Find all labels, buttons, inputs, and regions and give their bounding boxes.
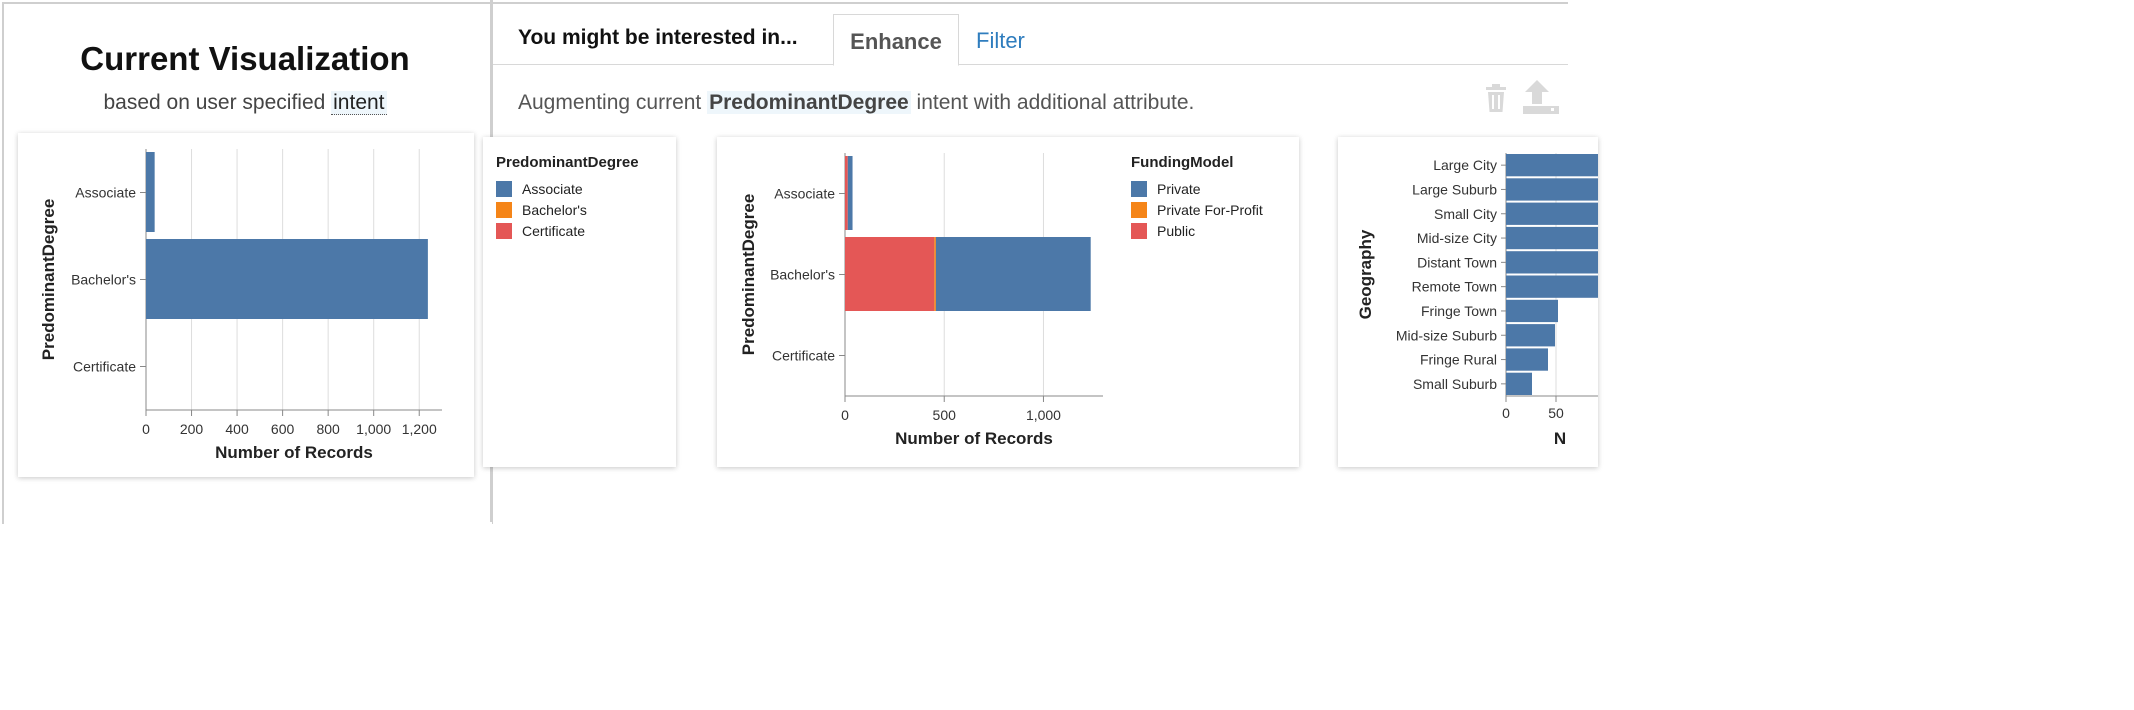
current-visualization-title: Current Visualization bbox=[80, 40, 410, 77]
bar bbox=[1506, 348, 1548, 371]
legend-swatch bbox=[496, 223, 512, 239]
x-axis-title: N bbox=[1554, 429, 1566, 448]
y-axis-title: Geography bbox=[1356, 229, 1375, 319]
tab-enhance[interactable]: Enhance bbox=[833, 14, 959, 66]
legend-label: Associate bbox=[522, 181, 583, 197]
y-tick-label: Bachelor's bbox=[770, 267, 835, 283]
y-tick-label: Associate bbox=[774, 186, 835, 202]
bar bbox=[1506, 324, 1555, 347]
bar bbox=[1506, 372, 1532, 395]
recommendation-card-2[interactable]: 0 500 1,000 Associate Bachelor's Certificate N… bbox=[717, 137, 1299, 467]
stacked-chart: 0 500 1,000 Associate Bachelor's Certificate N… bbox=[739, 153, 1263, 448]
legend-swatch bbox=[496, 181, 512, 197]
upload-icon[interactable] bbox=[1523, 80, 1559, 114]
bar bbox=[1506, 251, 1656, 274]
recommendation-card-3[interactable]: 0 50 Large City Large Suburb Small City Mid-s… bbox=[1338, 137, 1656, 467]
legend-swatch bbox=[496, 202, 512, 218]
bar-segment bbox=[845, 156, 848, 230]
x-tick-label: 0 bbox=[841, 407, 849, 423]
description-attribute: PredominantDegree bbox=[707, 91, 911, 114]
legend-title: FundingModel bbox=[1131, 154, 1233, 171]
trash-icon[interactable] bbox=[1483, 82, 1509, 114]
x-axis-title: Number of Records bbox=[215, 443, 373, 462]
bar bbox=[146, 152, 155, 232]
x-tick-label: 1,000 bbox=[356, 421, 391, 437]
y-tick-label: Bachelor's bbox=[71, 272, 136, 288]
bar bbox=[1506, 275, 1656, 298]
y-tick-label: Small City bbox=[1434, 206, 1497, 222]
tab-filter[interactable]: Filter bbox=[976, 28, 1025, 53]
description-suffix: intent with additional attribute. bbox=[916, 91, 1195, 114]
x-tick-label: 200 bbox=[180, 421, 204, 437]
bar bbox=[1506, 226, 1656, 250]
bar bbox=[1506, 178, 1656, 201]
legend-label: Public bbox=[1157, 223, 1195, 239]
current-chart: 0 200 400 600 800 1,000 1,200 Associate Bachelor… bbox=[39, 149, 442, 462]
legend-swatch bbox=[1131, 202, 1147, 218]
legend-title: PredominantDegree bbox=[496, 154, 639, 171]
x-axis-title: Number of Records bbox=[895, 429, 1053, 448]
y-tick-label: Certificate bbox=[772, 348, 835, 364]
x-tick-label: 50 bbox=[1548, 405, 1564, 421]
bar bbox=[1506, 202, 1656, 225]
bar-segment bbox=[847, 156, 853, 230]
current-visualization-subtitle: based on user specified intent bbox=[0, 91, 490, 115]
geography-chart: 0 50 Large City Large Suburb Small City Mid-s… bbox=[1356, 153, 1656, 448]
bar bbox=[146, 239, 428, 319]
y-tick-label: Fringe Town bbox=[1421, 303, 1497, 319]
bar-segment bbox=[845, 237, 935, 311]
legend-label: Certificate bbox=[522, 223, 585, 239]
x-tick-label: 800 bbox=[316, 421, 340, 437]
legend-swatch bbox=[1131, 181, 1147, 197]
y-tick-label: Certificate bbox=[73, 359, 136, 375]
bar bbox=[1506, 154, 1656, 177]
recommendations-panel: You might be interested in... Enhance Fi… bbox=[483, 2, 1656, 524]
y-tick-label: Small Suburb bbox=[1413, 376, 1497, 392]
legend-label: Private For-Profit bbox=[1157, 202, 1263, 218]
legend-card-chart: PredominantDegree Associate Bachelor's Cert… bbox=[496, 154, 639, 239]
subtitle-prefix: based on user specified bbox=[103, 91, 326, 114]
y-tick-label: Mid-size Suburb bbox=[1396, 327, 1497, 343]
y-tick-label: Distant Town bbox=[1417, 254, 1497, 270]
y-tick-label: Fringe Rural bbox=[1420, 352, 1497, 368]
legend-swatch bbox=[1131, 223, 1147, 239]
x-tick-label: 0 bbox=[142, 421, 150, 437]
y-axis-title: PredominantDegree bbox=[739, 194, 758, 356]
recommendation-card-1[interactable]: PredominantDegree Associate Bachelor's Cert… bbox=[483, 137, 676, 467]
y-tick-label: Mid-size City bbox=[1417, 230, 1497, 246]
x-tick-label: 400 bbox=[225, 421, 249, 437]
y-tick-label: Large City bbox=[1433, 157, 1497, 173]
x-tick-label: 500 bbox=[933, 407, 957, 423]
enhance-description: Augmenting current PredominantDegree int… bbox=[518, 91, 1194, 115]
x-tick-label: 1,000 bbox=[1026, 407, 1061, 423]
x-tick-label: 0 bbox=[1502, 405, 1510, 421]
y-axis-title: PredominantDegree bbox=[39, 199, 58, 361]
legend-label: Private bbox=[1157, 181, 1201, 197]
description-prefix: Augmenting current bbox=[518, 91, 702, 114]
x-tick-label: 1,200 bbox=[402, 421, 437, 437]
bar-segment bbox=[934, 237, 936, 311]
tabs-bar bbox=[493, 4, 1568, 65]
recommendations-heading: You might be interested in... bbox=[518, 26, 798, 49]
bar bbox=[1506, 299, 1558, 323]
y-tick-label: Associate bbox=[75, 185, 136, 201]
legend-label: Bachelor's bbox=[522, 202, 587, 218]
current-chart-card[interactable]: 0 200 400 600 800 1,000 1,200 Associate Bachelor… bbox=[18, 133, 474, 477]
y-tick-label: Remote Town bbox=[1412, 279, 1497, 295]
x-tick-label: 600 bbox=[271, 421, 295, 437]
intent-highlight[interactable]: intent bbox=[331, 91, 387, 115]
y-tick-label: Large Suburb bbox=[1412, 181, 1497, 197]
bar-segment bbox=[935, 237, 1091, 311]
